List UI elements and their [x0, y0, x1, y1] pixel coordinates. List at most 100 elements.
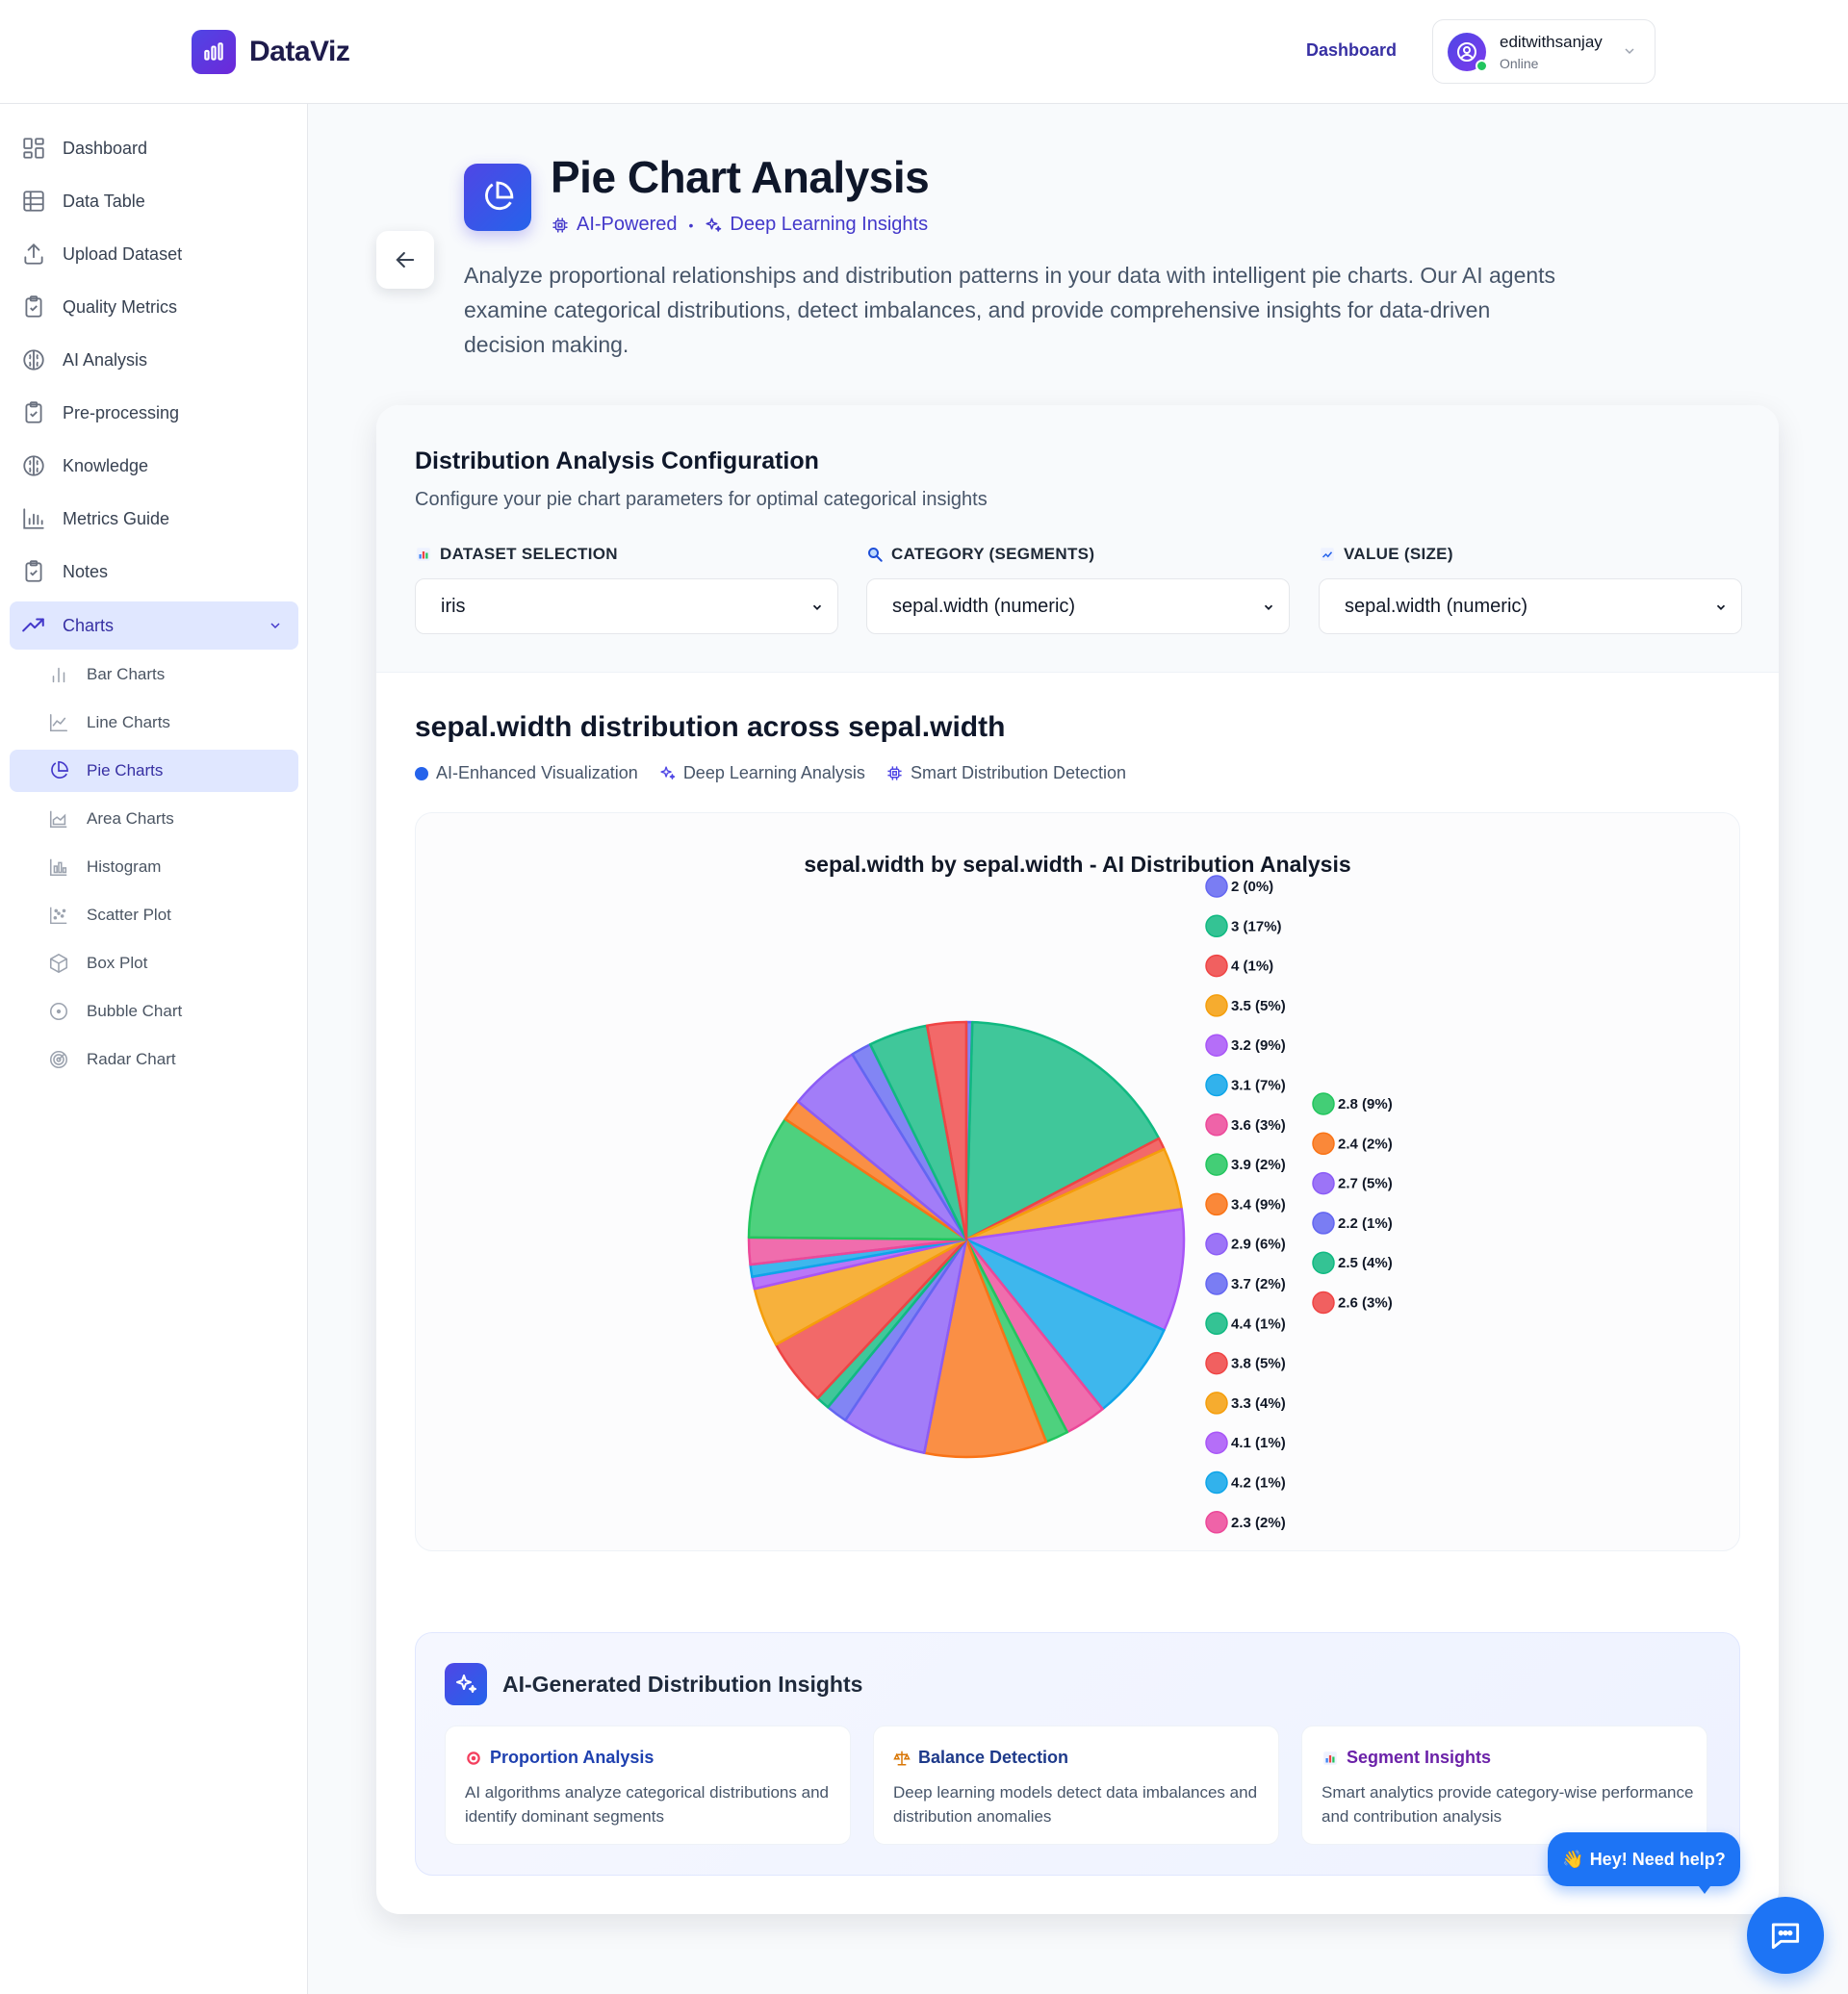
- sidebar-item-label: Dashboard: [63, 138, 148, 158]
- value-select[interactable]: sepal.width (numeric): [1319, 578, 1742, 634]
- sidebar-item-pie-charts[interactable]: Pie Charts: [10, 750, 298, 792]
- dataset-select[interactable]: iris: [415, 578, 838, 634]
- legend-item[interactable]: 3.2 (9%): [1205, 1034, 1286, 1057]
- legend-item[interactable]: 3.5 (5%): [1205, 994, 1286, 1017]
- sidebar-item-bar-charts[interactable]: Bar Charts: [10, 653, 298, 696]
- legend-item[interactable]: 2 (0%): [1205, 875, 1273, 898]
- legend-swatch: [1205, 1113, 1228, 1137]
- legend-item[interactable]: 3.8 (5%): [1205, 1351, 1286, 1375]
- pie-slice[interactable]: [923, 1238, 1048, 1459]
- pie-slice[interactable]: [964, 1208, 1186, 1332]
- sidebar-item-pre-processing[interactable]: Pre-processing: [10, 389, 298, 437]
- insights-panel: AI-Generated Distribution Insights Propo…: [415, 1632, 1740, 1876]
- radar-icon: [49, 1050, 68, 1069]
- clipboard-check-icon: [25, 295, 42, 318]
- value-label: VALUE (SIZE): [1319, 545, 1453, 564]
- legend-label: 2.9 (6%): [1231, 1237, 1286, 1253]
- legend-item[interactable]: 3.3 (4%): [1205, 1392, 1286, 1415]
- chip-ai-enhanced: AI-Enhanced Visualization: [415, 763, 638, 783]
- header-dashboard-link[interactable]: Dashboard: [1306, 40, 1398, 60]
- legend-item[interactable]: 4 (1%): [1205, 954, 1273, 978]
- sidebar-item-notes[interactable]: Notes: [10, 548, 298, 596]
- pie-slice[interactable]: [964, 1020, 1161, 1241]
- sidebar-item-label: Data Table: [63, 191, 145, 211]
- legend-item[interactable]: 2.6 (3%): [1312, 1291, 1393, 1315]
- chevron-down-icon: [1716, 604, 1726, 610]
- pie-slice[interactable]: [925, 1020, 968, 1241]
- sparkles-icon: [660, 766, 676, 780]
- legend-swatch: [1205, 875, 1228, 898]
- legend-label: 4.2 (1%): [1231, 1475, 1286, 1492]
- sidebar-item-radar-chart[interactable]: Radar Chart: [10, 1038, 298, 1081]
- legend-item[interactable]: 2.3 (2%): [1205, 1511, 1286, 1534]
- sidebar-item-area-charts[interactable]: Area Charts: [10, 798, 298, 840]
- legend-swatch: [1312, 1171, 1335, 1195]
- search-icon: [868, 548, 883, 562]
- legend-item[interactable]: 3.9 (2%): [1205, 1153, 1286, 1176]
- sidebar-item-upload-dataset[interactable]: Upload Dataset: [10, 230, 298, 278]
- bar-chart-icon: [1323, 1751, 1337, 1765]
- legend-item[interactable]: 3.6 (3%): [1205, 1113, 1286, 1137]
- legend-item[interactable]: 2.2 (1%): [1312, 1212, 1393, 1235]
- legend-swatch: [1205, 1511, 1228, 1534]
- sidebar-item-box-plot[interactable]: Box Plot: [10, 942, 298, 984]
- legend-label: 2.8 (9%): [1338, 1096, 1393, 1112]
- legend-swatch: [1312, 1291, 1335, 1315]
- legend-label: 2.2 (1%): [1338, 1215, 1393, 1232]
- sidebar-item-ai-analysis[interactable]: AI Analysis: [10, 336, 298, 384]
- insight-card-title: Balance Detection: [918, 1748, 1069, 1767]
- page-title: Pie Chart Analysis: [551, 152, 930, 202]
- cpu-icon: [887, 766, 902, 780]
- sidebar-item-knowledge[interactable]: Knowledge: [10, 442, 298, 490]
- sidebar-item-line-charts[interactable]: Line Charts: [10, 702, 298, 744]
- sidebar-item-metrics-guide[interactable]: Metrics Guide: [10, 495, 298, 543]
- legend-item[interactable]: 4.1 (1%): [1205, 1431, 1286, 1454]
- sidebar-item-label: Line Charts: [87, 713, 170, 731]
- insight-card-text: Smart analytics provide category-wise pe…: [1322, 1783, 1694, 1826]
- sidebar-item-scatter-plot[interactable]: Scatter Plot: [10, 894, 298, 936]
- sidebar-item-label: Bubble Chart: [87, 1002, 183, 1020]
- legend-item[interactable]: 3.4 (9%): [1205, 1192, 1286, 1216]
- legend-item[interactable]: 2.8 (9%): [1312, 1092, 1393, 1115]
- legend-item[interactable]: 2.7 (5%): [1312, 1171, 1393, 1195]
- brain-icon: [23, 455, 44, 476]
- sidebar-item-label: Radar Chart: [87, 1050, 176, 1068]
- brand[interactable]: DataViz: [192, 30, 350, 74]
- sidebar-item-data-table[interactable]: Data Table: [10, 177, 298, 225]
- dot-icon: [415, 766, 428, 780]
- insights-title: AI-Generated Distribution Insights: [502, 1672, 863, 1697]
- sidebar-item-histogram[interactable]: Histogram: [10, 846, 298, 888]
- brain-icon: [23, 349, 44, 371]
- category-select[interactable]: sepal.width (numeric): [866, 578, 1290, 634]
- legend-swatch: [1205, 1232, 1228, 1256]
- legend-label: 4.1 (1%): [1231, 1435, 1286, 1451]
- chat-button[interactable]: [1747, 1897, 1824, 1974]
- user-menu[interactable]: editwithsanjay Online: [1432, 19, 1656, 84]
- legend-swatch: [1205, 994, 1228, 1017]
- legend-item[interactable]: 3.1 (7%): [1205, 1073, 1286, 1097]
- legend-item[interactable]: 3.7 (2%): [1205, 1272, 1286, 1295]
- bubble-icon: [49, 1002, 68, 1021]
- legend-item[interactable]: 4.2 (1%): [1205, 1470, 1286, 1495]
- pie-slice[interactable]: [964, 1238, 1166, 1411]
- back-button[interactable]: [376, 231, 434, 289]
- insight-card-balance: Balance Detection Deep learning models d…: [873, 1726, 1279, 1845]
- legend-item[interactable]: 2.9 (6%): [1205, 1232, 1286, 1256]
- sidebar-item-quality-metrics[interactable]: Quality Metrics: [10, 283, 298, 331]
- sidebar-item-dashboard[interactable]: Dashboard: [10, 124, 298, 172]
- sidebar-item-charts[interactable]: Charts: [10, 601, 298, 650]
- sidebar: Dashboard Data Table Upload Dataset Qual…: [0, 104, 308, 1994]
- legend-label: 3.3 (4%): [1231, 1395, 1286, 1412]
- legend-item[interactable]: 3 (17%): [1205, 914, 1282, 938]
- tag-ai-powered: AI-Powered: [577, 214, 678, 235]
- chevron-down-icon: [812, 604, 822, 610]
- page-description: Analyze proportional relationships and d…: [464, 263, 1556, 357]
- help-bubble[interactable]: 👋 Hey! Need help?: [1548, 1832, 1740, 1886]
- upload-icon: [24, 243, 43, 265]
- sidebar-item-label: Charts: [63, 615, 115, 635]
- pie-slice[interactable]: [747, 1117, 968, 1241]
- sidebar-item-bubble-chart[interactable]: Bubble Chart: [10, 990, 298, 1033]
- legend-item[interactable]: 2.4 (2%): [1312, 1132, 1393, 1156]
- legend-item[interactable]: 4.4 (1%): [1205, 1312, 1286, 1336]
- legend-item[interactable]: 2.5 (4%): [1312, 1251, 1393, 1274]
